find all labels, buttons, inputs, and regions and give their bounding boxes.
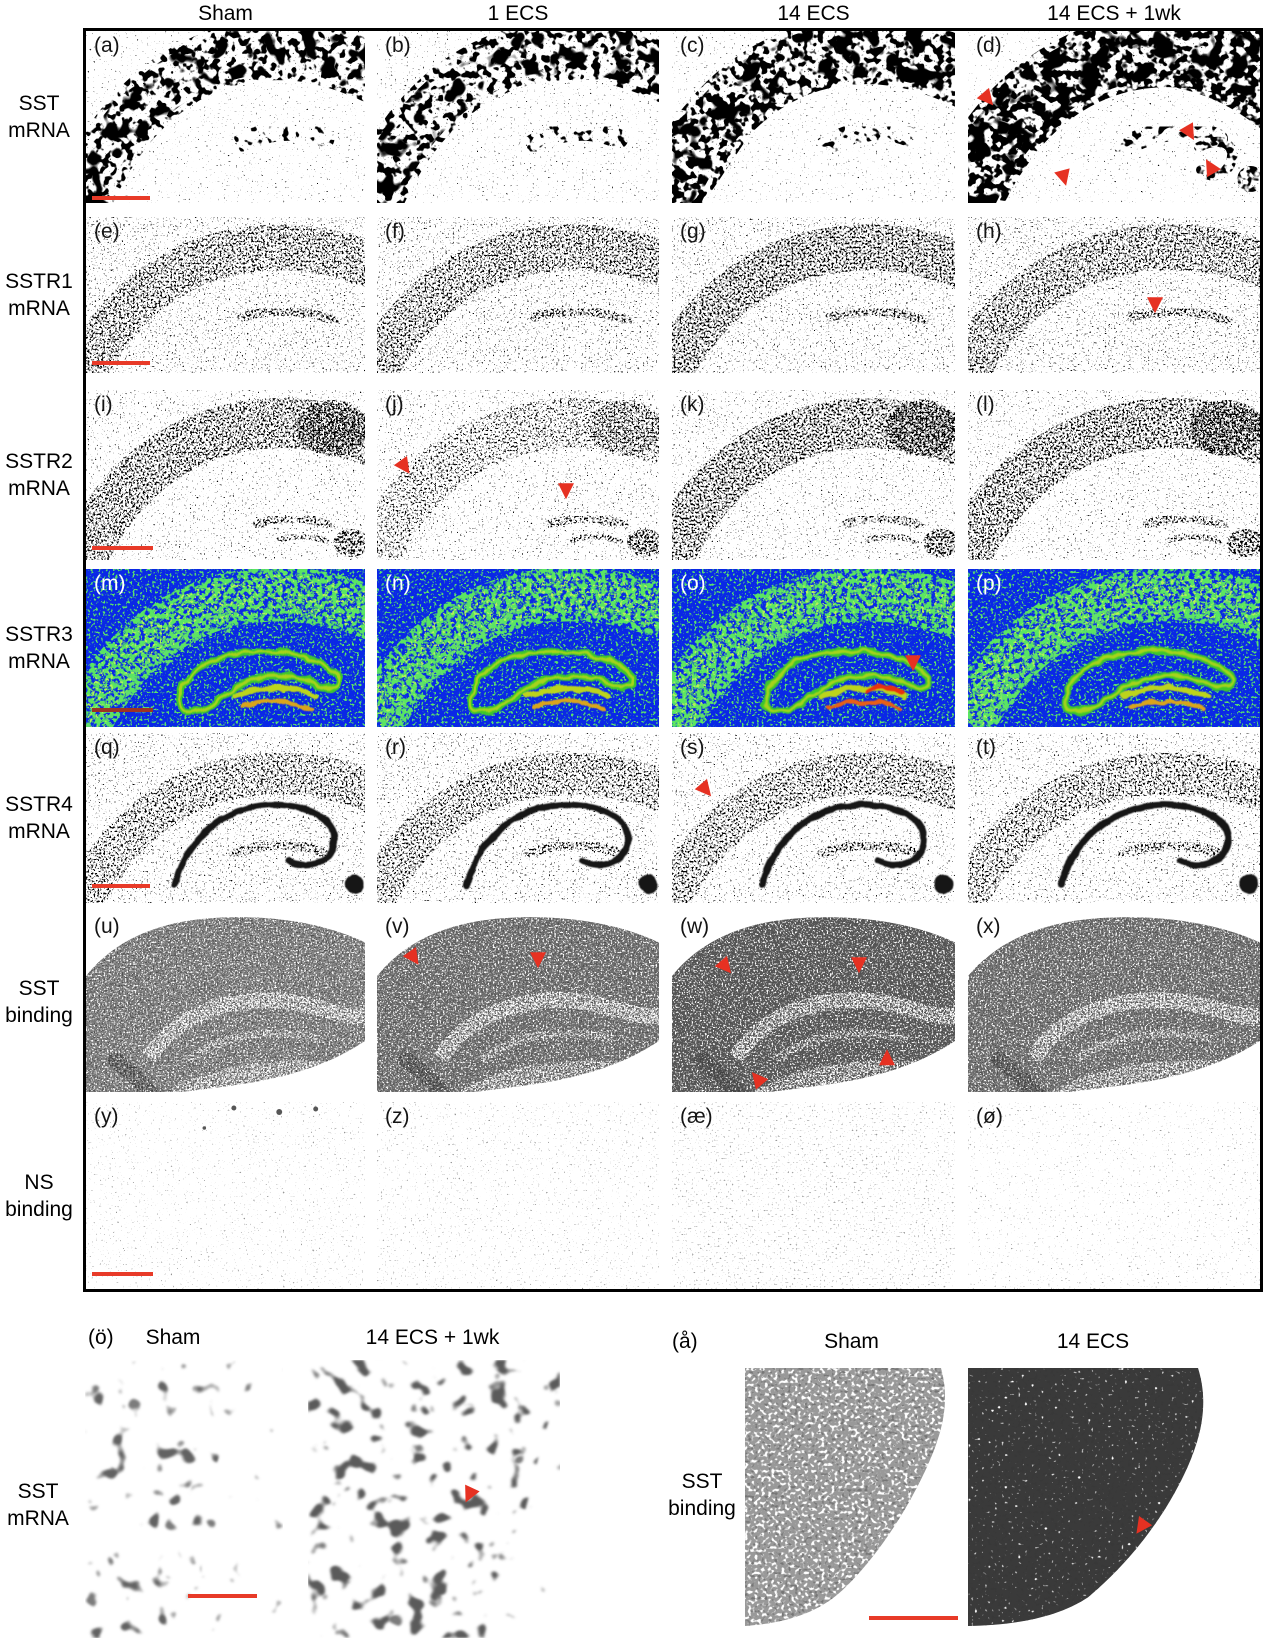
panel-label: (y)	[94, 1105, 119, 1128]
panel-label: (æ)	[680, 1105, 713, 1128]
panel-g: (g)	[672, 217, 955, 373]
inset-sst-row-label-line2: mRNA	[7, 1507, 69, 1530]
inset-sst-col-sham: Sham	[145, 1326, 201, 1349]
panel-label: (z)	[385, 1105, 410, 1128]
panel-z: (z)	[377, 1102, 659, 1289]
panel-label: (d)	[976, 34, 1002, 57]
panel-label: (e)	[94, 220, 120, 243]
panel-label: (ø)	[976, 1105, 1003, 1128]
inset-sst-row-label: SST mRNA	[0, 1478, 76, 1532]
panel-y: (y)	[86, 1102, 365, 1289]
panel-q: (q)	[86, 733, 365, 903]
row-label: SST mRNA	[8, 92, 70, 142]
inset-bind-col-sham: Sham	[824, 1330, 879, 1353]
panel-label: (w)	[680, 915, 710, 938]
panel-k: (k)	[672, 390, 955, 560]
panel-x: (x)	[968, 912, 1260, 1092]
panel-label: (v)	[385, 915, 410, 938]
panel-h: (h)	[968, 217, 1260, 373]
inset-panel-sst-sham	[85, 1360, 283, 1638]
panel-e: (e)	[86, 217, 365, 373]
panel-w: (w)	[672, 912, 955, 1092]
panel-v: (v)	[377, 912, 659, 1092]
panel-n: (n)	[377, 569, 659, 727]
row-label: SSTR1 mRNA	[5, 270, 73, 320]
panel-label: (r)	[385, 736, 406, 759]
arrowhead-marker	[557, 483, 574, 500]
scale-bar	[91, 546, 153, 551]
panel-label: (m)	[94, 572, 126, 595]
column-header-14ecs-1wk: 14 ECS + 1wk	[1047, 2, 1181, 25]
arrowhead-marker	[850, 957, 867, 974]
panel-b: (b)	[377, 31, 659, 203]
row-label: SSTR2 mRNA	[5, 450, 73, 500]
panel-label: (t)	[976, 736, 996, 759]
inset-panel-bind-sham	[745, 1368, 958, 1626]
row-label: SSTR3 mRNA	[5, 623, 73, 673]
scale-bar	[91, 884, 151, 889]
panel-label: (c)	[680, 34, 705, 57]
panel-label: (l)	[976, 393, 995, 416]
arrowhead-marker	[1146, 297, 1163, 314]
scale-bar	[91, 708, 153, 713]
panel-label: (k)	[680, 393, 705, 416]
inset-bind-row-label-line1: SST	[681, 1470, 723, 1493]
panel-p: (p)	[968, 569, 1260, 727]
panel-f: (f)	[377, 217, 659, 373]
inset-panel-sst-14ecs-1wk	[308, 1360, 560, 1638]
arrowhead-marker	[529, 951, 546, 968]
panel-label: (h)	[976, 220, 1002, 243]
scale-bar	[91, 360, 151, 365]
panel-label: (s)	[680, 736, 705, 759]
panel-label: (p)	[976, 572, 1002, 595]
panel-label: (o)	[680, 572, 706, 595]
panel-l: (l)	[968, 390, 1260, 560]
column-header-sham: Sham	[198, 2, 253, 25]
inset-bind-row-label: SST binding	[642, 1468, 762, 1522]
panel-label: (j)	[385, 393, 404, 416]
inset-sst-col-ecs: 14 ECS + 1wk	[365, 1326, 500, 1349]
panel-label: (f)	[385, 220, 405, 243]
panel-m: (m)	[86, 569, 365, 727]
scale-bar	[91, 1272, 153, 1277]
panel-label: (b)	[385, 34, 411, 57]
scale-bar	[187, 1593, 258, 1598]
panel-label: (u)	[94, 915, 120, 938]
panel-u: (u)	[86, 912, 365, 1092]
panel-t: (t)	[968, 733, 1260, 903]
panel-a: (a)	[86, 31, 365, 203]
inset-sst-row-label-line1: SST	[17, 1480, 59, 1503]
column-header-14ecs: 14 ECS	[777, 2, 850, 25]
panel-o: (o)	[672, 569, 955, 727]
row-label: SST binding	[5, 977, 73, 1027]
panel-label: (q)	[94, 736, 120, 759]
inset-sst-label: (ö)	[88, 1326, 114, 1349]
column-header-1ecs: 1 ECS	[487, 2, 549, 25]
inset-panel-bind-14ecs	[968, 1368, 1218, 1626]
panel-c: (c)	[672, 31, 955, 203]
row-label: NS binding	[5, 1170, 73, 1221]
panel-ø: (ø)	[968, 1102, 1260, 1289]
inset-bind-label: (å)	[672, 1330, 698, 1353]
row-label: SSTR4 mRNA	[5, 793, 73, 843]
scale-bar	[91, 196, 151, 201]
panel-label: (a)	[94, 34, 120, 57]
panel-s: (s)	[672, 733, 955, 903]
inset-bind-row-label-line2: binding	[668, 1497, 736, 1520]
panel-d: (d)	[968, 31, 1260, 203]
inset-bind-col-ecs: 14 ECS	[1056, 1330, 1130, 1353]
arrowhead-marker	[904, 654, 921, 671]
panel-æ: (æ)	[672, 1102, 955, 1289]
scale-bar	[868, 1615, 958, 1620]
figure-border	[83, 28, 1263, 1292]
panel-i: (i)	[86, 390, 365, 560]
arrowhead-marker	[879, 1048, 896, 1065]
panel-label: (g)	[680, 220, 706, 243]
panel-r: (r)	[377, 733, 659, 903]
panel-label: (x)	[976, 915, 1001, 938]
panel-label: (n)	[385, 572, 411, 595]
panel-j: (j)	[377, 390, 659, 560]
panel-label: (i)	[94, 393, 113, 416]
